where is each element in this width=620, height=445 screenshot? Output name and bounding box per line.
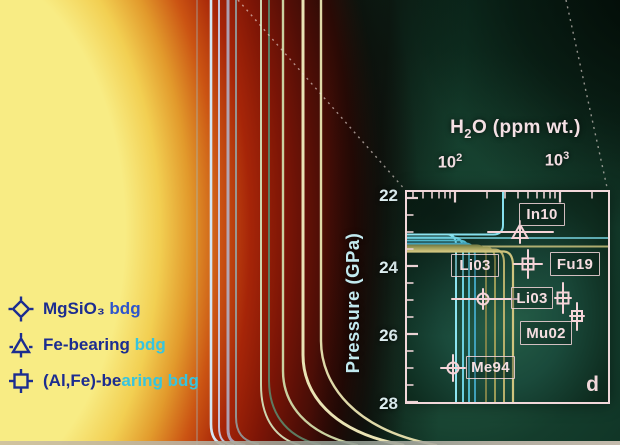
- ref-label-in10: In10: [519, 203, 565, 226]
- solubility-curve: [281, 0, 359, 445]
- data-point-Fu19-square: [554, 282, 572, 314]
- x-tick-exponent: 3: [563, 150, 570, 162]
- solubility-curve: [319, 0, 438, 445]
- legend-label-part1: Fe-bearing: [43, 335, 130, 354]
- square-marker-icon: [9, 369, 33, 393]
- x-title-h: H: [450, 117, 465, 138]
- legend-label-part1: MgSiO₃: [43, 299, 105, 318]
- ref-label-li03-circle: Li03: [511, 287, 553, 309]
- legend-item-fe-bearing-bdg: Fe-bearing bdg: [8, 332, 238, 358]
- legend-label: MgSiO₃ bdg: [43, 299, 141, 319]
- ref-label-li03-square: Li03: [451, 254, 499, 277]
- solubility-curve: [301, 0, 405, 445]
- legend: MgSiO₃ bdg Fe-bearing bdg (Al,Fe)-bear: [8, 296, 238, 404]
- inset-curve-olive: [407, 250, 515, 402]
- y-tick-label: 26: [379, 326, 398, 345]
- triangle-marker-icon: [9, 333, 33, 358]
- legend-item-mgsio3-bdg: MgSiO₃ bdg: [8, 296, 238, 322]
- x-tick-base: 10: [437, 153, 457, 172]
- callout-line-left: [237, 0, 408, 193]
- legend-label: Fe-bearing bdg: [43, 335, 166, 355]
- ref-label-fu19: Fu19: [550, 252, 600, 276]
- legend-label: (Al,Fe)-bearing bdg: [43, 371, 199, 391]
- inset-curve-cyan: [407, 233, 457, 402]
- solubility-curve: [235, 0, 259, 445]
- inset-curve-olive: [407, 248, 505, 402]
- data-point-Me94-circle: [440, 354, 466, 382]
- inset-plot: In10 Li03 Fu19 Li03 Mu02 Me94 d: [405, 190, 610, 404]
- zoom-callout-lines: [237, 0, 609, 193]
- adjacent-panel-edge: [0, 441, 620, 445]
- inset-canvas: [407, 192, 608, 402]
- inset-left-ticks: [407, 196, 418, 402]
- panel-letter: d: [586, 373, 599, 396]
- data-point-Li03-square: [513, 249, 543, 279]
- x-tick-label: 102: [428, 152, 472, 173]
- x-axis-title: H2O (ppm wt.): [418, 117, 613, 141]
- ref-label-me94: Me94: [466, 356, 515, 379]
- legend-label-part2: aring bdg: [121, 371, 199, 390]
- data-point-Mu02-square: [569, 302, 585, 331]
- solubility-curve: [268, 0, 321, 445]
- y-tick-label: 22: [379, 186, 398, 205]
- data-point-Li03-circle: [451, 288, 518, 310]
- ref-label-mu02: Mu02: [520, 321, 572, 345]
- y-tick-label: 24: [379, 258, 398, 277]
- x-tick-base: 10: [544, 151, 564, 170]
- diamond-marker-icon: [8, 296, 34, 322]
- x-tick-exponent: 2: [456, 152, 463, 164]
- legend-item-alfe-bearing-bdg: (Al,Fe)-bearing bdg: [8, 368, 238, 394]
- legend-label-part2: bdg: [104, 299, 141, 318]
- y-tick-label: 28: [379, 394, 398, 413]
- data-point-In10-triangle: [487, 220, 554, 244]
- callout-line-right: [565, 0, 609, 193]
- y-axis-title: Pressure (GPa): [342, 232, 363, 374]
- legend-label-part1: (Al,Fe)-be: [43, 371, 122, 390]
- main-curves: [196, 0, 438, 445]
- x-title-rest: O (ppm wt.): [471, 117, 581, 138]
- solubility-curve: [260, 0, 300, 445]
- legend-label-part2: bdg: [129, 335, 166, 354]
- inset-data-points: [440, 220, 585, 382]
- x-tick-label: 103: [535, 150, 579, 171]
- x-title-subscript: 2: [464, 125, 472, 141]
